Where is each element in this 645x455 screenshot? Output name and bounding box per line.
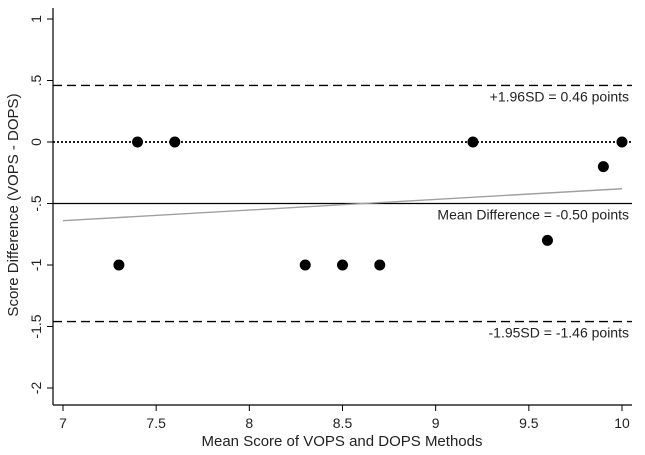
reference-line-label: +1.96SD = 0.46 points [490,88,629,104]
y-tick-label: -.5 [28,195,44,212]
data-point [299,259,311,271]
reference-line-label: Mean Difference = -0.50 points [437,207,629,223]
plot-area: -2 -1.5 -1 -.5 0 .5 1 7 7.5 8 8.5 9 9.5 10 +1.96SD = 0… [28,8,632,431]
x-tick-label: 9.5 [519,415,539,431]
data-point [169,136,181,148]
x-tick-label: 10 [614,415,630,431]
data-point [374,259,386,271]
y-tick-label: .5 [28,74,44,86]
x-tick-label: 7.5 [146,415,166,431]
y-tick-label: 1 [28,15,44,23]
y-tick-label: -2 [28,382,44,395]
y-tick-label: -1 [28,259,44,272]
data-point [541,234,553,246]
reference-line-label: -1.95SD = -1.46 points [489,325,629,341]
x-tick-label: 8 [245,415,253,431]
x-tick-label: 9 [432,415,440,431]
x-tick-label: 7 [59,415,67,431]
data-point [597,161,609,173]
y-tick-label: -1.5 [28,314,44,338]
y-axis-label: Score Difference (VOPS - DOPS) [5,93,22,316]
trend-line [62,188,623,222]
x-axis-label: Mean Score of VOPS and DOPS Methods [202,433,483,450]
data-point [337,259,348,271]
data-point [467,136,479,148]
data-point [616,136,628,148]
x-tick-label: 8.5 [333,415,353,431]
data-point [132,136,144,148]
y-tick-label: 0 [28,138,44,146]
data-point [113,259,125,271]
